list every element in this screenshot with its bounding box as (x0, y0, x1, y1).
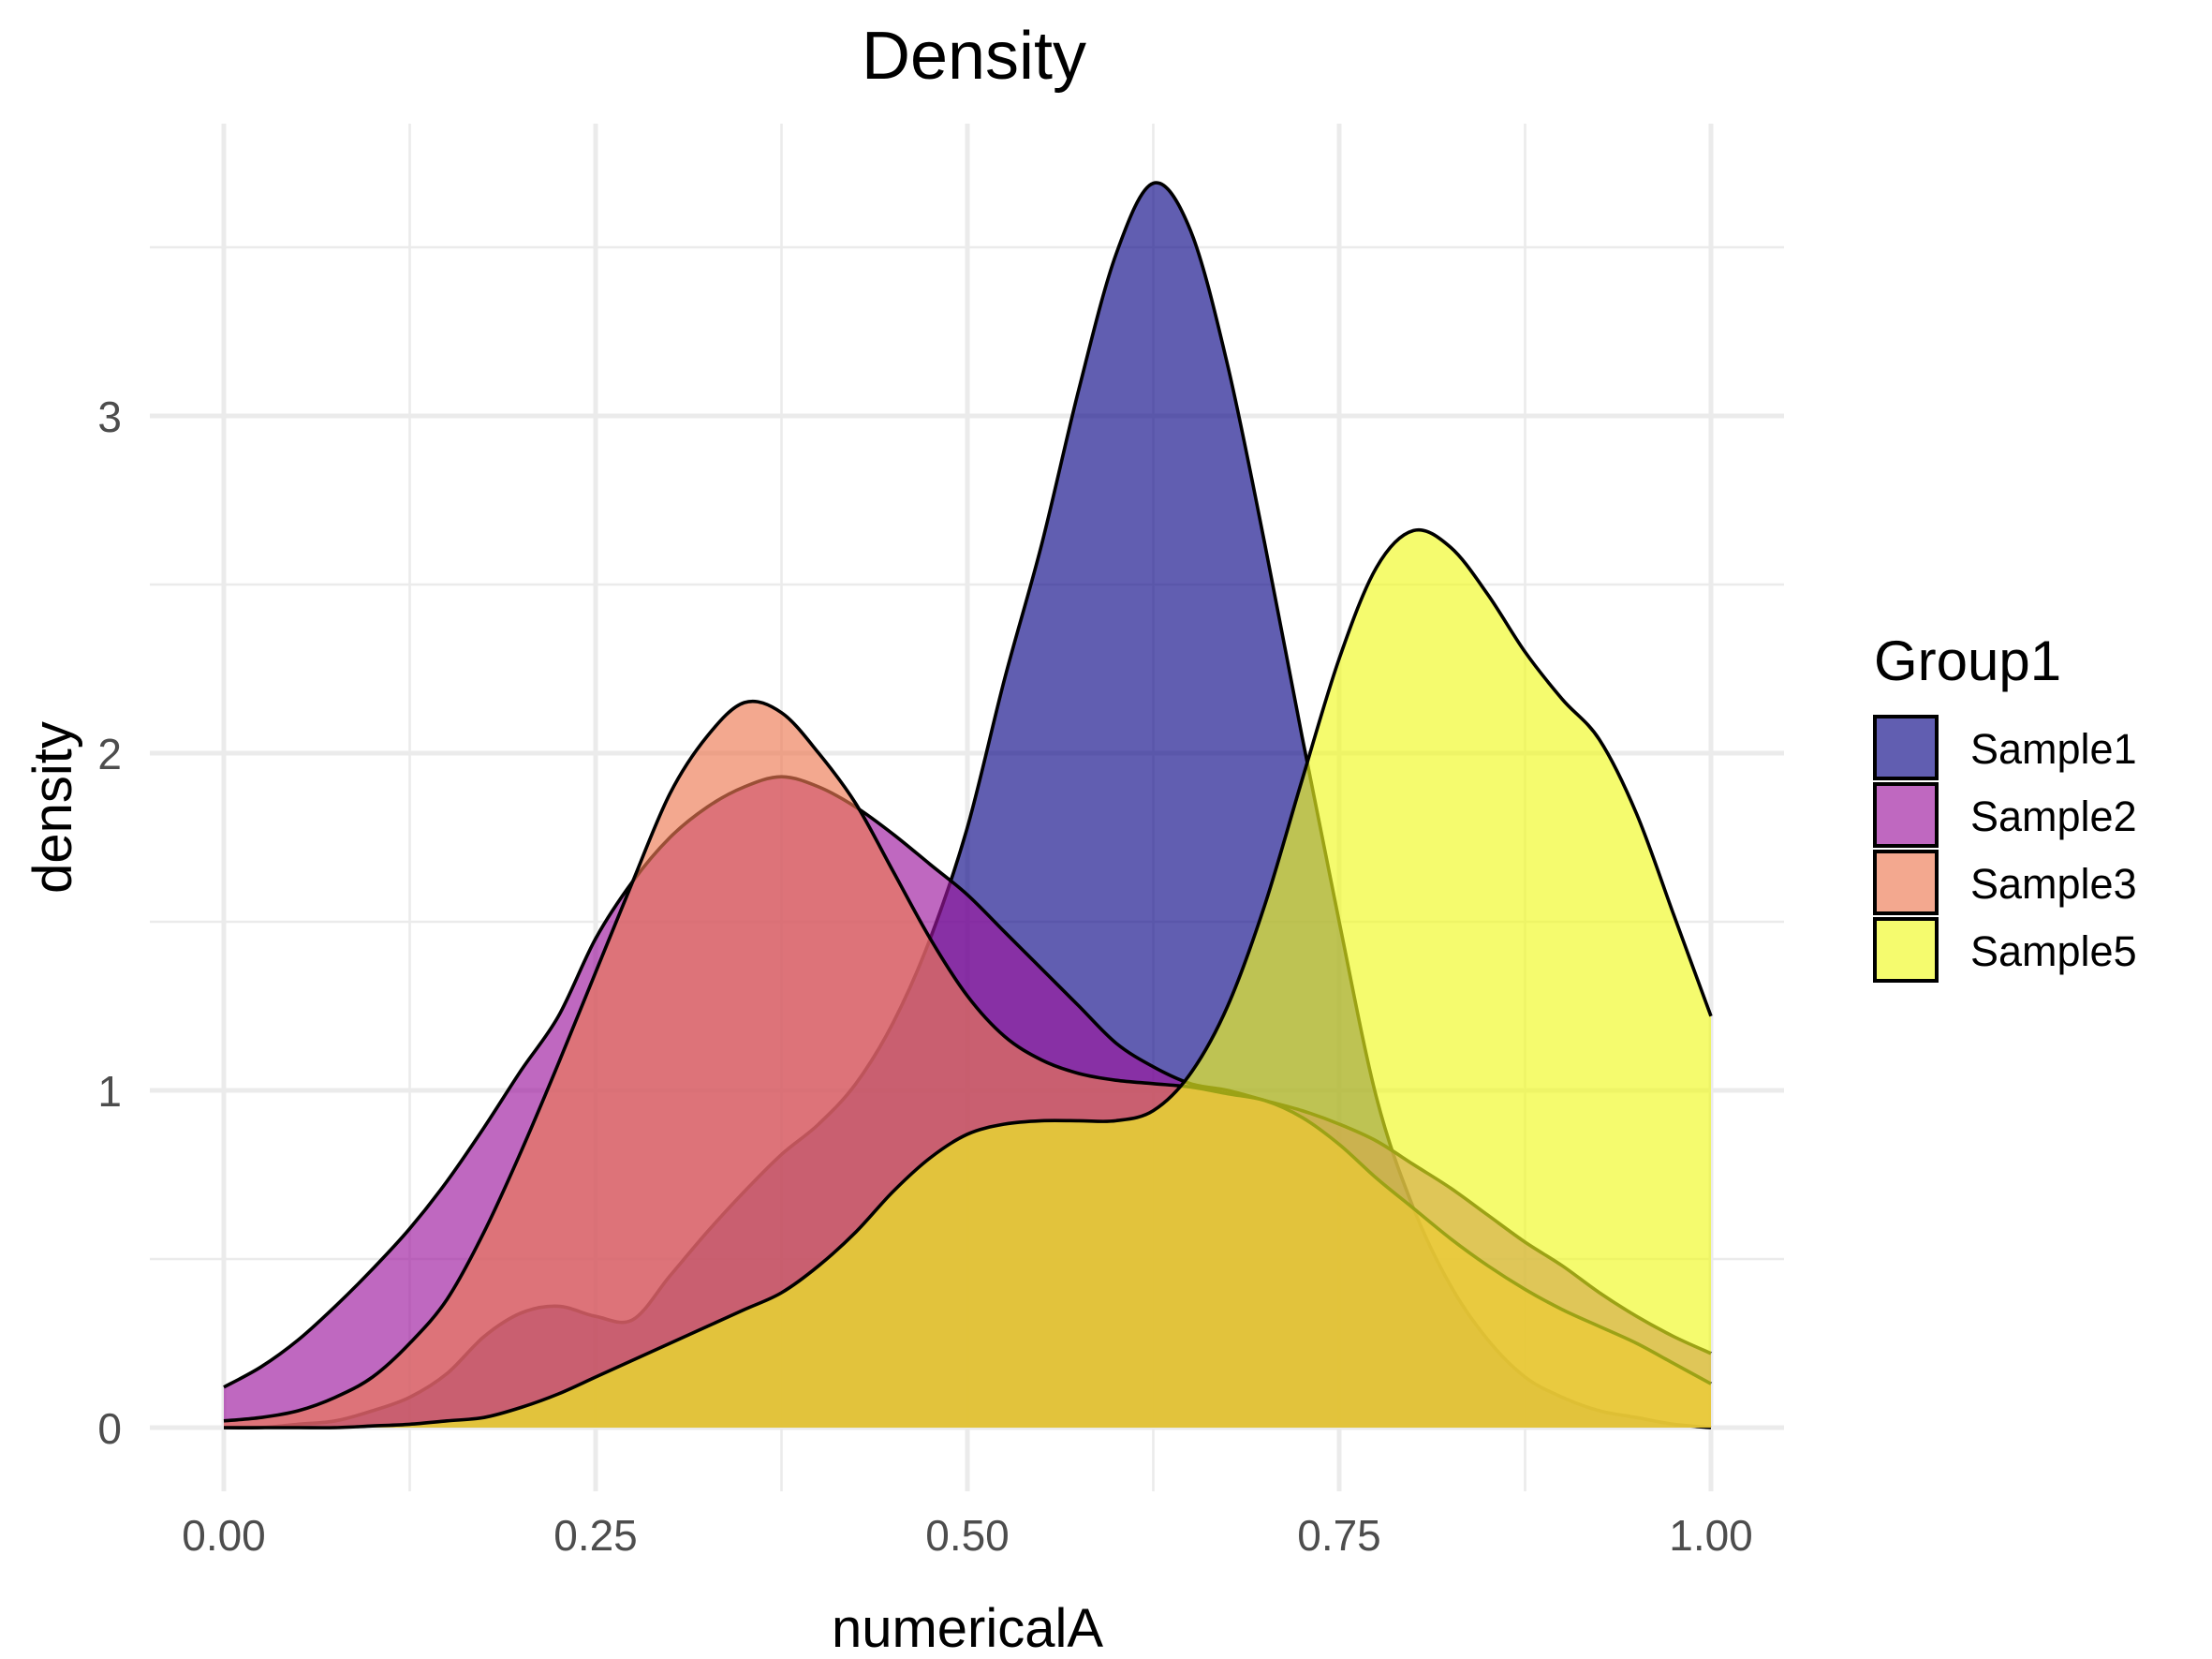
sample2-legend-label: Sample2 (1970, 792, 2137, 840)
sample3-legend-swatch (1873, 850, 1939, 915)
y-axis-tick-labels: 0 1 2 3 (97, 393, 122, 1453)
sample1-legend-swatch (1873, 715, 1939, 780)
legend: Group1 Sample1 Sample2 Sample3 Sample5 (1873, 630, 2137, 983)
sample2-legend-swatch (1873, 782, 1939, 848)
y-axis-title: density (22, 721, 83, 894)
x-tick-label: 0.00 (182, 1511, 266, 1560)
y-tick-label: 2 (97, 730, 122, 778)
sample1-legend-label: Sample1 (1970, 725, 2137, 773)
sample5-legend-label: Sample5 (1970, 927, 2137, 975)
x-axis-title: numericalA (832, 1598, 1103, 1659)
sample5-density-area (224, 529, 1711, 1429)
chart-title: Density (862, 19, 1086, 94)
x-tick-label: 0.50 (925, 1511, 1010, 1560)
legend-title: Group1 (1874, 630, 2061, 692)
x-axis-tick-labels: 0.00 0.25 0.50 0.75 1.00 (182, 1511, 1753, 1560)
y-tick-label: 0 (97, 1404, 122, 1453)
y-tick-label: 3 (97, 393, 122, 441)
x-tick-label: 0.25 (553, 1511, 638, 1560)
sample5-density-outline (224, 527, 1713, 1429)
sample3-legend-label: Sample3 (1970, 860, 2137, 908)
legend-items: Sample1 Sample2 Sample3 Sample5 (1873, 715, 2137, 983)
x-tick-label: 1.00 (1669, 1511, 1753, 1560)
y-tick-label: 1 (97, 1067, 122, 1116)
x-tick-label: 0.75 (1297, 1511, 1381, 1560)
sample5-legend-swatch (1873, 917, 1939, 983)
density-layers (223, 181, 1713, 1430)
